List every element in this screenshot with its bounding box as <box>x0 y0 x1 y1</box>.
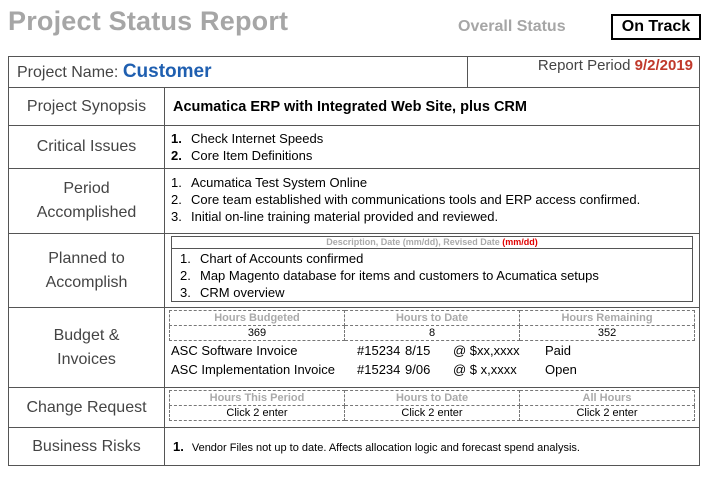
synopsis-label: Project Synopsis <box>8 87 165 126</box>
hours-remaining-header: Hours Remaining <box>518 310 696 326</box>
business-risks-cell[interactable]: 1. Vendor Files not up to date. Affects a… <box>163 427 701 466</box>
list-item: 3. Initial on-line training material prov… <box>171 209 499 224</box>
hours-budgeted-header: Hours Budgeted <box>169 310 345 326</box>
budget-row: Budget & Invoices Hours Budgeted Hours t… <box>8 307 701 388</box>
hours-remaining-value[interactable]: 352 <box>518 325 696 341</box>
list-item: 1. Check Internet Speeds <box>171 131 324 146</box>
list-item: 2. Core Item Definitions <box>171 148 313 163</box>
list-item: 2. Core team established with communicati… <box>171 192 641 207</box>
synopsis-text[interactable]: Acumatica ERP with Integrated Web Site, … <box>163 87 701 126</box>
all-hours-input[interactable]: Click 2 enter <box>518 405 696 421</box>
project-name-label: Project Name: <box>17 64 119 81</box>
list-item: 1. Chart of Accounts confirmed <box>180 251 364 266</box>
planned-list: 1. Chart of Accounts confirmed 2. Map Mage… <box>172 249 692 301</box>
project-name-value[interactable]: Customer <box>122 61 212 82</box>
critical-issues-row: Critical Issues 1. Check Internet Speeds … <box>8 125 701 169</box>
planned-box[interactable]: Description, Date (mm/dd), Revised Date … <box>171 236 694 302</box>
planned-row: Planned to Accomplish Description, Date … <box>8 233 701 308</box>
change-hours-to-date-input[interactable]: Click 2 enter <box>344 405 520 421</box>
report-period-cell[interactable]: Report Period 9/2/2019 <box>467 56 701 88</box>
hours-budgeted-value[interactable]: 369 <box>169 325 345 341</box>
accomplished-list: 1. Acumatica Test System Online 2. Core te… <box>171 174 693 225</box>
critical-issues-label: Critical Issues <box>8 125 165 169</box>
overall-status-label: Overall Status <box>458 18 566 35</box>
change-request-row: Change Request Hours This Period Hours t… <box>8 387 701 428</box>
hours-this-period-input[interactable]: Click 2 enter <box>169 405 345 421</box>
accomplished-cell[interactable]: 1. Acumatica Test System Online 2. Core te… <box>163 168 701 234</box>
synopsis-row: Project Synopsis Acumatica ERP with Inte… <box>8 87 701 126</box>
accomplished-row: Period Accomplished 1. Acumatica Test Sys… <box>8 168 701 234</box>
critical-issues-cell[interactable]: 1. Check Internet Speeds 2. Core Item Defi… <box>163 125 701 169</box>
risk-number: 1. <box>173 439 184 454</box>
status-table: Project Name: Customer Report Period 9/2… <box>7 56 701 466</box>
all-hours-header: All Hours <box>518 390 696 406</box>
project-row: Project Name: Customer Report Period 9/2… <box>7 56 701 88</box>
planned-cell: Description, Date (mm/dd), Revised Date … <box>163 233 701 308</box>
hours-this-period-header: Hours This Period <box>169 390 345 406</box>
overall-status-value[interactable]: On Track <box>611 14 701 40</box>
planned-header: Description, Date (mm/dd), Revised Date … <box>172 237 693 249</box>
business-risks-label: Business Risks <box>8 427 165 466</box>
planned-label: Planned to Accomplish <box>8 233 165 308</box>
hours-to-date-header: Hours to Date <box>344 310 520 326</box>
budget-cell: Hours Budgeted Hours to Date Hours Remai… <box>163 307 701 388</box>
change-hours-table: Hours This Period Hours to Date All Hour… <box>169 390 696 421</box>
report-period-label: Report Period <box>537 57 631 74</box>
change-request-cell: Hours This Period Hours to Date All Hour… <box>163 387 701 428</box>
critical-issues-list: 1. Check Internet Speeds 2. Core Item Defi… <box>171 130 693 164</box>
report-period-value[interactable]: 9/2/2019 <box>634 57 694 74</box>
project-name-cell[interactable]: Project Name: Customer <box>7 56 469 88</box>
list-item: 1. Acumatica Test System Online <box>171 175 368 190</box>
accomplished-label: Period Accomplished <box>8 168 165 234</box>
hours-to-date-value[interactable]: 8 <box>344 325 520 341</box>
invoice-line[interactable]: ASC Software Invoice #15234 8/15 @ $xx,xxxx… <box>171 343 572 358</box>
list-item: 3. CRM overview <box>180 285 285 300</box>
budget-hours-table: Hours Budgeted Hours to Date Hours Remai… <box>169 310 696 341</box>
invoice-line[interactable]: ASC Implementation Invoice #15234 9/06 @ $ … <box>171 362 577 377</box>
list-item: 2. Map Magento database for items and cus… <box>180 268 599 283</box>
business-risks-row: Business Risks 1. Vendor Files not up to … <box>8 427 701 466</box>
change-hours-to-date-header: Hours to Date <box>344 390 520 406</box>
change-request-label: Change Request <box>8 387 165 428</box>
budget-label: Budget & Invoices <box>8 307 165 388</box>
report-title: Project Status Report <box>8 6 289 36</box>
risk-text: Vendor Files not up to date. Affects all… <box>191 442 580 454</box>
